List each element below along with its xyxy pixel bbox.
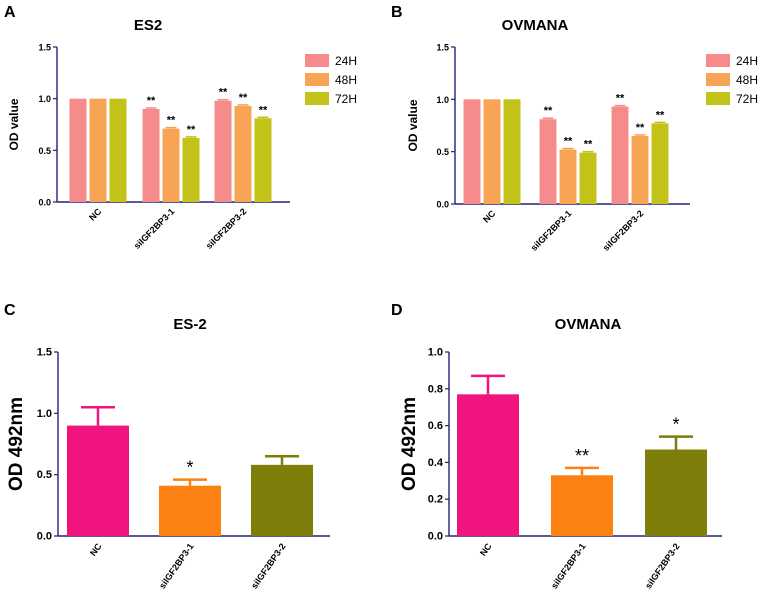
significance-label: ** — [219, 87, 228, 99]
category-label: siIGF2BP3-1 — [549, 541, 588, 590]
bar — [631, 135, 649, 204]
y-axis-label: OD 492nm — [6, 397, 27, 491]
legend-label: 72H — [736, 92, 758, 106]
legend-label: 24H — [736, 54, 758, 68]
chart-title: ES2 — [134, 17, 162, 34]
bar — [254, 118, 272, 202]
category-label: siIGF2BP3-2 — [249, 541, 288, 590]
y-axis-label: OD value — [406, 99, 420, 151]
chart-title: OVMANA — [502, 17, 569, 34]
category-label: NC — [87, 206, 104, 223]
panel-letter: D — [391, 302, 403, 319]
y-tick-label: 0.0 — [37, 531, 52, 543]
significance-label: * — [186, 458, 193, 478]
significance-label: ** — [259, 104, 268, 116]
legend-swatch — [305, 92, 329, 105]
chart-title: ES-2 — [173, 316, 206, 333]
bar — [89, 98, 107, 202]
y-tick-label: 0.4 — [428, 457, 444, 469]
bar — [214, 100, 232, 202]
category-label: siIGF2BP3-1 — [157, 541, 196, 590]
y-tick-label: 1.5 — [38, 43, 51, 53]
y-tick-label: 1.0 — [428, 347, 443, 359]
legend-swatch — [706, 54, 730, 67]
bar — [142, 109, 160, 202]
y-tick-label: 0.0 — [38, 198, 51, 208]
legend-label: 48H — [736, 73, 758, 87]
bar — [539, 119, 557, 204]
significance-label: ** — [187, 124, 196, 136]
bar — [559, 149, 577, 204]
y-tick-label: 0.6 — [428, 420, 443, 432]
y-tick-label: 1.5 — [436, 43, 449, 53]
bar — [579, 152, 597, 204]
significance-label: ** — [147, 95, 156, 107]
significance-label: ** — [239, 92, 248, 104]
category-label: siIGF2BP3-1 — [132, 206, 177, 251]
panel-letter: C — [4, 302, 16, 319]
category-label: siIGF2BP3-2 — [643, 541, 682, 590]
category-label: siIGF2BP3-2 — [601, 208, 646, 253]
category-label: NC — [478, 541, 494, 558]
y-tick-label: 0.0 — [428, 531, 443, 543]
bar — [182, 137, 200, 202]
bar — [234, 105, 252, 202]
category-label: siIGF2BP3-1 — [529, 208, 574, 253]
significance-label: ** — [564, 136, 573, 148]
y-tick-label: 1.5 — [37, 347, 52, 359]
significance-label: ** — [616, 93, 625, 105]
chart-title: OVMANA — [555, 316, 622, 333]
y-tick-label: 0.5 — [436, 147, 449, 157]
y-tick-label: 1.0 — [37, 408, 52, 420]
bar — [463, 99, 481, 204]
category-label: NC — [481, 208, 498, 225]
significance-label: ** — [636, 122, 645, 134]
legend-label: 72H — [335, 92, 357, 106]
y-tick-label: 0.2 — [428, 494, 443, 506]
y-tick-label: 1.0 — [38, 94, 51, 104]
legend-label: 24H — [335, 54, 357, 68]
legend-swatch — [305, 73, 329, 86]
bar — [109, 98, 127, 202]
bar — [67, 425, 129, 536]
y-tick-label: 1.0 — [436, 95, 449, 105]
significance-label: ** — [656, 109, 665, 121]
bar — [159, 485, 221, 536]
legend-swatch — [706, 73, 730, 86]
y-tick-label: 0.5 — [37, 469, 52, 481]
bar — [457, 394, 519, 536]
bar — [645, 449, 707, 536]
bar — [651, 123, 669, 204]
bar — [162, 128, 180, 202]
significance-label: * — [672, 415, 679, 435]
bar — [251, 464, 313, 536]
significance-label: ** — [167, 115, 176, 127]
y-tick-label: 0.5 — [38, 146, 51, 156]
legend-label: 48H — [335, 73, 357, 87]
panel-letter: B — [391, 4, 403, 21]
category-label: siIGF2BP3-2 — [204, 206, 249, 251]
bar — [69, 98, 87, 202]
legend-swatch — [305, 54, 329, 67]
bar — [611, 106, 629, 204]
significance-label: ** — [584, 139, 593, 151]
bar — [503, 99, 521, 204]
y-axis-label: OD 492nm — [399, 397, 420, 491]
y-axis-label: OD value — [7, 98, 21, 150]
significance-label: ** — [544, 105, 553, 117]
legend-swatch — [706, 92, 730, 105]
panel-letter: A — [4, 4, 16, 21]
bar — [551, 475, 613, 536]
y-tick-label: 0.0 — [436, 200, 449, 210]
y-tick-label: 0.8 — [428, 383, 443, 395]
category-label: NC — [88, 541, 104, 558]
bar — [483, 99, 501, 204]
significance-label: ** — [575, 446, 589, 466]
